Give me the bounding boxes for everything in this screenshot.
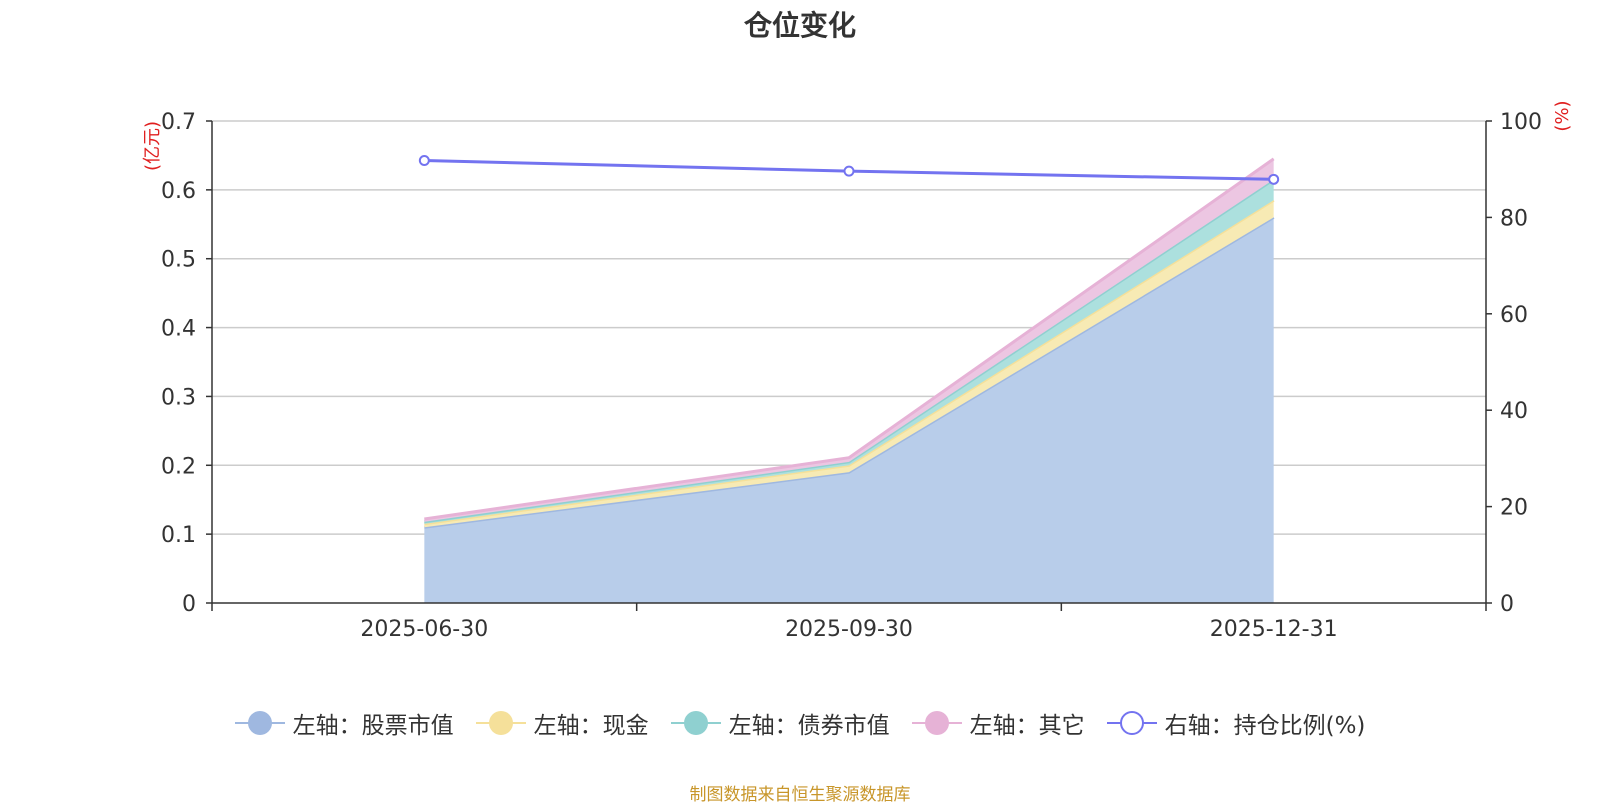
legend-swatch-icon [475,711,526,735]
line-series [418,155,1280,185]
chart-legend: 左轴：股票市值 左轴：现金 左轴：债券市值 左轴：其它 右轴：持仓比例(%) [0,706,1600,740]
left-axis-tick-label: 0.4 [161,317,196,342]
right-axis-tick-label: 0 [1500,592,1514,617]
legend-label: 左轴：现金 [533,713,649,739]
source-note: 制图数据来自恒生聚源数据库 [689,785,911,805]
legend-swatch-icon [1106,711,1157,735]
left-axis-tick-label: 0.7 [161,110,196,135]
area-edge-line [424,157,1275,521]
x-axis-tick-label: 2025-06-30 [360,617,488,642]
area-series [424,157,1275,603]
right-axis-tick-label: 60 [1500,303,1528,328]
legend-item[interactable]: 左轴：其它 [911,706,1085,740]
legend-label: 左轴：债券市值 [728,713,890,739]
legend-item[interactable]: 左轴：债券市值 [670,706,890,740]
right-axis-unit-label: (%) [1552,100,1573,131]
left-axis-unit-label: (亿元) [142,121,163,171]
legend-item[interactable]: 左轴：股票市值 [234,706,454,740]
left-axis-tick-label: 0.2 [161,454,196,479]
area-fill [424,217,1274,603]
ratio-point [1268,173,1280,185]
x-axis-tick-label: 2025-09-30 [785,617,913,642]
legend-item[interactable]: 左轴：现金 [475,706,649,740]
chart-title: 仓位变化 [743,9,856,42]
legend-label: 左轴：其它 [969,713,1085,739]
left-axis-tick-label: 0.6 [161,179,196,204]
legend-label: 右轴：持仓比例(%) [1164,713,1366,739]
right-axis-tick-label: 20 [1500,496,1528,521]
left-axis-tick-label: 0 [182,592,196,617]
legend-item[interactable]: 右轴：持仓比例(%) [1106,706,1366,740]
x-axis-tick-label: 2025-12-31 [1210,617,1338,642]
right-axis-tick-label: 40 [1500,399,1528,424]
legend-label: 左轴：股票市值 [292,713,454,739]
right-axis-tick-label: 100 [1500,110,1542,135]
axes: 0 0.1 0.2 0.3 0.4 0.5 0.6 0.7 0 20 40 60 80 100 2025-0… [161,110,1542,642]
legend-swatch-icon [911,711,962,735]
left-axis-tick-label: 0.3 [161,385,196,410]
ratio-point [843,165,855,177]
left-axis-tick-label: 0.5 [161,248,196,273]
legend-swatch-icon [670,711,721,735]
left-axis-tick-label: 0.1 [161,523,196,548]
legend-swatch-icon [234,711,285,735]
ratio-point [418,155,430,167]
right-axis-tick-label: 80 [1500,206,1528,231]
